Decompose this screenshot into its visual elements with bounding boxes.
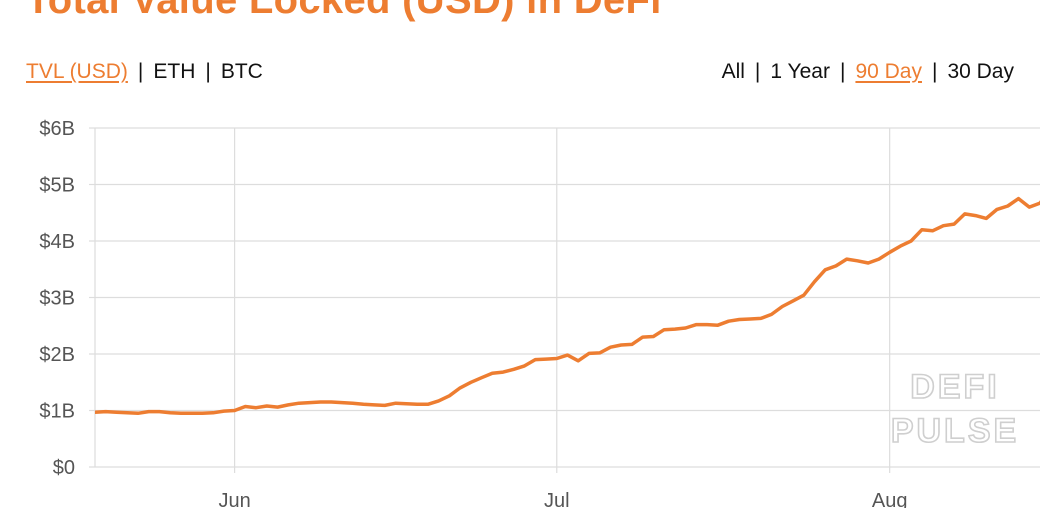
x-axis-ticks: Jun Jul Aug [218,490,907,508]
range-toggle: All | 1 Year | 90 Day | 30 Day [722,59,1014,85]
y-tick-label: $4B [39,231,75,253]
watermark-line-2: PULSE [891,412,1019,450]
range-option-all[interactable]: All [721,60,745,83]
y-tick-label: $0 [53,457,75,479]
defi-pulse-watermark: DEFI PULSE [890,367,1019,451]
series-line-tvl [95,196,1040,416]
y-tick-label: $1B [39,401,75,423]
x-tick-label: Jul [544,490,570,508]
unit-option-eth[interactable]: ETH [153,60,196,83]
y-tick-label: $5B [39,175,75,197]
range-option-30-day[interactable]: 30 Day [947,60,1014,83]
y-axis-ticks: $0 $1B $2B $3B $4B $5B $6B [39,118,75,479]
unit-option-btc[interactable]: BTC [220,60,263,83]
separator: | [205,60,211,83]
unit-option-tvl-usd[interactable]: TVL (USD) [26,60,128,83]
range-option-1-year[interactable]: 1 Year [770,60,830,83]
separator: | [137,60,144,83]
separator: | [754,60,761,83]
y-tick-label: $6B [39,118,75,140]
unit-toggle: TVL (USD) | ETH | BTC [26,59,263,85]
separator: | [931,60,938,83]
y-tick-label: $2B [39,344,75,366]
x-tick-label: Jun [218,490,250,508]
x-tick-label: Aug [872,490,908,508]
chart-title: Total Value Locked (USD) in DeFi [26,0,662,22]
watermark-line-1: DEFI [910,368,999,406]
separator: | [839,60,846,83]
y-tick-label: $3B [39,288,75,310]
grid-layer [89,127,1040,473]
range-option-90-day[interactable]: 90 Day [855,60,922,83]
